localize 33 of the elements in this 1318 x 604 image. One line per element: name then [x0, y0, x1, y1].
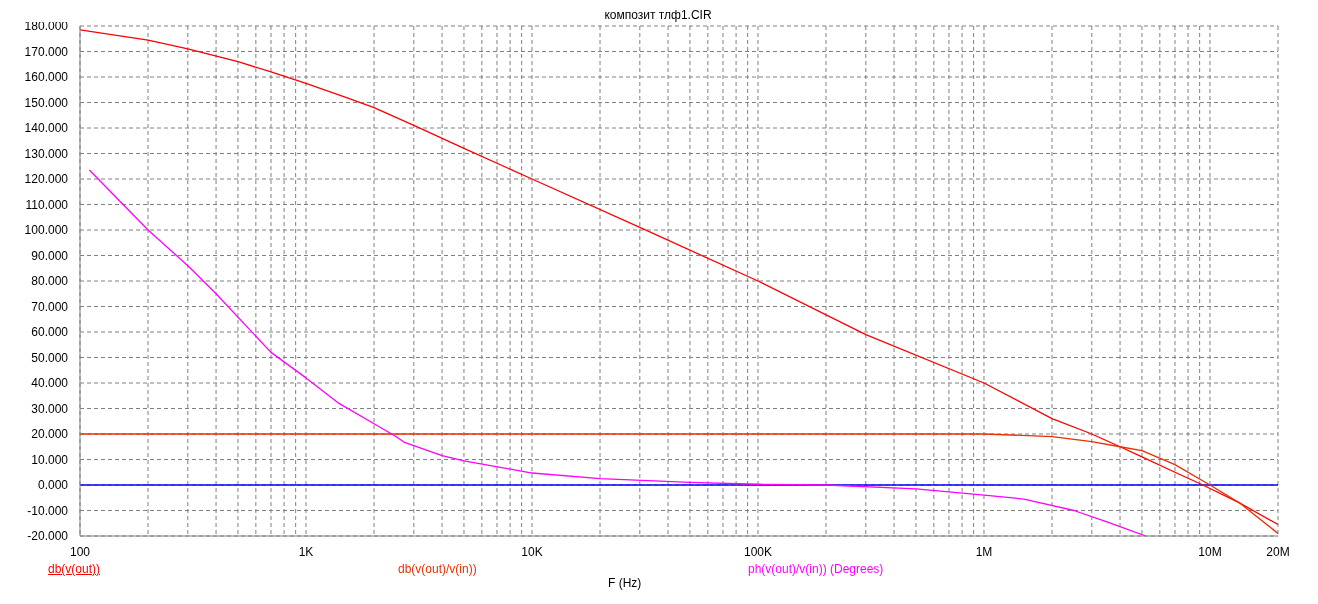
x-tick-label: 20M: [1266, 545, 1290, 559]
y-tick-label: 40.000: [31, 376, 69, 390]
text: ph(v(out)/v(in)) (Degrees): [748, 562, 885, 578]
y-tick-label: 110.000: [25, 197, 69, 212]
y-tick-label: 70.000: [31, 299, 69, 314]
chart-title: композит тлф1.CIR: [604, 8, 712, 22]
y-tick-label: 100.000: [24, 223, 69, 237]
x-tick-label: 100: [69, 545, 91, 559]
y-tick-label: 80.000: [31, 274, 69, 288]
y-tick-label: -10.000: [27, 503, 69, 518]
x-tick-label: 100K: [743, 545, 772, 559]
y-tick-label: 20.000: [31, 427, 69, 441]
x-axis-title: F (Hz): [608, 576, 642, 590]
x-tick-label: 1M: [975, 545, 993, 559]
y-tick-label: 120.000: [24, 172, 69, 186]
y-tick-label: 160.000: [24, 70, 69, 84]
y-tick-label: 150.000: [24, 95, 69, 110]
y-tick-label: 90.000: [31, 248, 69, 263]
y-tick-label: 10.000: [31, 452, 69, 467]
y-tick-label: 30.000: [31, 401, 69, 416]
x-tick-label: 1K: [298, 545, 314, 559]
y-tick-label: -20.000: [27, 529, 69, 543]
y-tick-label: 180.000: [24, 19, 69, 33]
y-tick-label: 140.000: [24, 121, 69, 135]
text: db(v(out)/v(in)): [398, 562, 477, 576]
x-tick-label: 10K: [521, 545, 543, 559]
y-tick-label: 60.000: [31, 325, 69, 339]
y-tick-label: 50.000: [31, 350, 69, 365]
x-tick-label: 10M: [1198, 545, 1222, 559]
text: db(v(out)): [48, 562, 101, 578]
y-tick-label: 170.000: [24, 44, 69, 59]
y-tick-label: 0.000: [37, 478, 69, 492]
y-tick-label: 130.000: [24, 146, 69, 161]
